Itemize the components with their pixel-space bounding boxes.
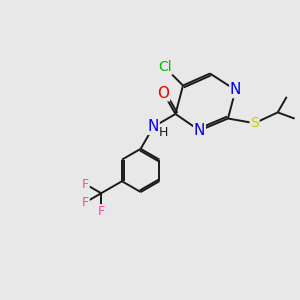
Text: F: F xyxy=(98,205,105,218)
Text: S: S xyxy=(250,116,259,130)
Text: F: F xyxy=(82,178,89,191)
Text: N: N xyxy=(194,123,205,138)
Text: F: F xyxy=(82,196,89,209)
Text: O: O xyxy=(158,86,169,101)
Text: Cl: Cl xyxy=(158,61,172,74)
Text: H: H xyxy=(159,126,169,139)
Text: N: N xyxy=(148,119,159,134)
Text: N: N xyxy=(230,82,241,98)
